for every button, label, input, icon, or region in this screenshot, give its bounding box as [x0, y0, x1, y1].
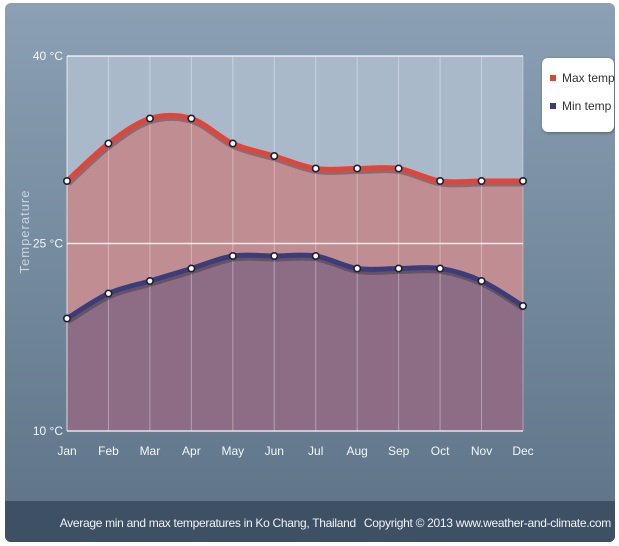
footer-caption: Average min and max temperatures in Ko C…: [59, 516, 357, 530]
max-temp-point: [270, 152, 279, 161]
min-temp-point: [187, 264, 196, 273]
x-tick-label: Sep: [388, 444, 410, 458]
max-temp-point: [353, 164, 362, 173]
min-temp-point: [394, 264, 403, 273]
y-tick-label: 40 °C: [33, 49, 63, 63]
min-temp-point: [353, 264, 362, 273]
y-axis-title: Temperature: [17, 190, 32, 274]
legend-label-min: Min temp: [562, 99, 612, 113]
max-temp-point: [104, 139, 113, 148]
max-temp-point: [394, 164, 403, 173]
x-tick-label: Nov: [471, 444, 492, 458]
x-tick-label: Jan: [57, 444, 76, 458]
x-tick-label: Apr: [182, 444, 201, 458]
footer-copyright: Copyright © 2013 www.weather-and-climate…: [363, 516, 611, 530]
min-temp-point: [477, 276, 486, 285]
max-temp-point: [311, 164, 320, 173]
min-temp-point: [145, 276, 154, 285]
x-tick-label: Jul: [308, 444, 323, 458]
x-tick-label: Jun: [265, 444, 284, 458]
x-tick-label: Oct: [431, 444, 450, 458]
min-temp-point: [270, 252, 279, 261]
chart-legend: Max temp Min temp: [542, 58, 615, 132]
legend-item-min[interactable]: Min temp: [550, 99, 611, 113]
temperature-chart: 40 °C 25 °C 10 °C Jan Feb Mar Apr May Jun Jul Aug S…: [17, 49, 534, 458]
legend-item-max[interactable]: Max temp: [550, 71, 615, 85]
max-temp-point: [436, 177, 445, 186]
min-temp-point: [104, 289, 113, 298]
min-temp-point: [228, 252, 237, 261]
min-temp-point: [311, 252, 320, 261]
max-temp-point: [518, 177, 527, 186]
x-tick-label: Aug: [347, 444, 368, 458]
footer-band: Average min and max temperatures in Ko C…: [5, 501, 615, 542]
legend-swatch-min: [550, 103, 556, 109]
x-tick-label: Dec: [512, 444, 533, 458]
x-tick-label: Mar: [140, 444, 161, 458]
legend-label-max: Max temp: [562, 71, 615, 85]
x-tick-label: Feb: [98, 444, 119, 458]
min-temp-point: [62, 314, 71, 323]
min-temp-point: [436, 264, 445, 273]
max-temp-point: [62, 177, 71, 186]
y-tick-label: 10 °C: [33, 424, 63, 438]
max-temp-point: [145, 114, 154, 123]
footer-text: Average min and max temperatures in Ko C…: [59, 516, 612, 530]
chart-frame: 40 °C 25 °C 10 °C Jan Feb Mar Apr May Jun Jul Aug S…: [5, 3, 615, 542]
max-temp-point: [477, 177, 486, 186]
min-temp-area: [67, 255, 523, 431]
max-temp-point: [228, 139, 237, 148]
x-tick-label: May: [221, 444, 244, 458]
y-tick-label: 25 °C: [33, 237, 63, 251]
min-temp-point: [518, 301, 527, 310]
max-temp-point: [187, 114, 196, 123]
legend-swatch-max: [550, 75, 556, 81]
